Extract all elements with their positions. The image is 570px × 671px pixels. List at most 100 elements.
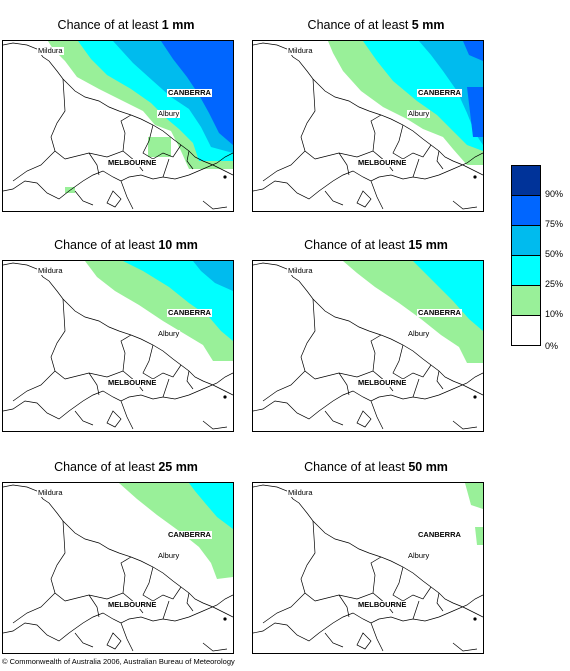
panel-title-prefix: Chance of at least (304, 238, 409, 252)
legend-tick-label: 90% (545, 189, 564, 199)
border-line (412, 378, 420, 398)
canberra-label: CANBERRA (167, 88, 212, 97)
canberra-label: CANBERRA (417, 530, 462, 539)
mildura-label: Mildura (287, 46, 314, 55)
panel-title-amount: 25 mm (158, 460, 198, 474)
border-line (50, 298, 66, 380)
border-line (436, 592, 444, 612)
panel-title-prefix: Chance of at least (307, 18, 412, 32)
border-line (324, 410, 344, 426)
border-line (370, 556, 382, 594)
border-line (356, 410, 372, 428)
border-line (338, 152, 350, 176)
border-line (120, 622, 134, 652)
panel-title: Chance of at least 50 mm (252, 460, 500, 474)
station-marker (223, 395, 227, 399)
melbourne-label: MELBOURNE (357, 158, 408, 167)
panel-title: Chance of at least 25 mm (2, 460, 250, 474)
border-line (412, 158, 420, 178)
panel-title-prefix: Chance of at least (57, 18, 162, 32)
legend-tick-label: 50% (545, 249, 564, 259)
border-line (120, 400, 134, 430)
mildura-label: Mildura (37, 46, 64, 55)
border-line (356, 190, 372, 208)
border-line (106, 632, 122, 650)
panel-title-prefix: Chance of at least (54, 238, 159, 252)
canberra-label: CANBERRA (417, 88, 462, 97)
panel-title: Chance of at least 1 mm (2, 18, 250, 32)
border-line (370, 334, 382, 372)
melbourne-label: MELBOURNE (107, 600, 158, 609)
panel-title-amount: 5 mm (411, 18, 445, 32)
legend-tick-label: 10% (545, 309, 564, 319)
legend-swatch (511, 225, 541, 256)
panel-title-amount: 50 mm (408, 460, 448, 474)
probability-region (463, 41, 483, 61)
border-line (106, 410, 122, 428)
border-line (88, 372, 100, 396)
panel-title-prefix: Chance of at least (304, 460, 409, 474)
border-line (412, 600, 420, 620)
border-line (120, 180, 134, 210)
station-marker (473, 395, 477, 399)
albury-label: Albury (157, 109, 181, 118)
border-line (452, 420, 478, 430)
border-line (162, 378, 170, 398)
albury-label: Albury (407, 109, 431, 118)
probability-region (161, 41, 233, 145)
border-line (74, 632, 94, 648)
border-line (186, 370, 194, 390)
canberra-label: CANBERRA (167, 530, 212, 539)
legend-swatch (511, 255, 541, 286)
border-line (253, 152, 483, 200)
probability-region (148, 137, 171, 157)
border-line (202, 420, 228, 430)
border-line (300, 298, 316, 380)
border-line (50, 520, 66, 602)
border-line (324, 632, 344, 648)
probability-region (467, 87, 483, 137)
border-line (12, 592, 56, 624)
border-line (436, 150, 444, 170)
map-canvas (3, 41, 233, 210)
border-line (186, 592, 194, 612)
probability-map: Mildura CANBERRA Albury MELBOURNE (2, 260, 234, 432)
border-line (370, 180, 384, 210)
border-line (106, 190, 122, 208)
albury-label: Albury (407, 329, 431, 338)
panel-title: Chance of at least 10 mm (2, 238, 250, 252)
border-line (370, 622, 384, 652)
border-line (253, 594, 483, 642)
border-line (3, 372, 233, 420)
border-line (74, 190, 94, 206)
border-line (253, 484, 483, 618)
map-canvas (253, 483, 483, 652)
mildura-label: Mildura (287, 266, 314, 275)
map-canvas (253, 261, 483, 430)
legend-swatch (511, 195, 541, 226)
border-line (74, 410, 94, 426)
albury-label: Albury (407, 551, 431, 560)
melbourne-label: MELBOURNE (107, 158, 158, 167)
border-line (3, 152, 233, 200)
probability-region (123, 261, 233, 341)
map-canvas (3, 483, 233, 652)
legend-tick-label: 0% (545, 341, 559, 351)
border-line (452, 642, 478, 652)
panel-title: Chance of at least 5 mm (252, 18, 500, 32)
border-line (186, 150, 194, 170)
albury-label: Albury (157, 329, 181, 338)
melbourne-label: MELBOURNE (357, 600, 408, 609)
melbourne-label: MELBOURNE (357, 378, 408, 387)
border-line (300, 520, 316, 602)
border-line (3, 262, 233, 396)
panel-title-prefix: Chance of at least (54, 460, 159, 474)
border-line (370, 114, 382, 152)
border-line (262, 150, 306, 182)
border-line (162, 600, 170, 620)
border-line (452, 200, 478, 210)
panel-title-amount: 1 mm (161, 18, 195, 32)
border-line (12, 370, 56, 402)
canberra-label: CANBERRA (167, 308, 212, 317)
border-line (253, 262, 483, 396)
